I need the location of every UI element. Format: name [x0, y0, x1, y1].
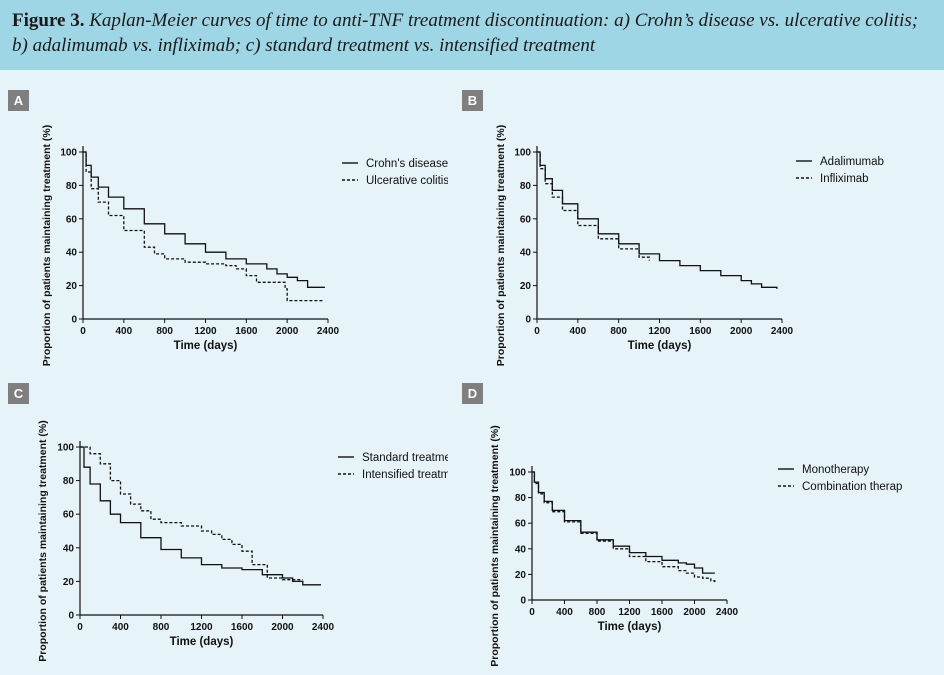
y-tick-label: 40 [66, 248, 78, 259]
y-tick-label: 0 [71, 315, 77, 326]
x-tick-label: 2400 [312, 622, 335, 633]
y-tick-label: 60 [63, 510, 75, 521]
x-tick-label: 1600 [651, 607, 674, 618]
y-tick-label: 80 [520, 181, 532, 192]
x-axis-label: Time (days) [170, 636, 234, 648]
legend-label: Infliximab [820, 173, 869, 185]
x-tick-label: 2400 [317, 326, 340, 337]
y-tick-label: 100 [60, 148, 77, 159]
y-tick-label: 40 [515, 544, 527, 555]
y-tick-label: 100 [509, 468, 526, 479]
x-axis-label: Time (days) [174, 340, 238, 352]
series-line-combination-therapy [532, 471, 716, 583]
y-tick-label: 20 [63, 577, 75, 588]
panel-d: 0 400 800 1200 1600 2000 2400 0 20 40 60 80 100 Time … [462, 383, 902, 673]
x-tick-label: 800 [156, 326, 173, 337]
x-tick-label: 0 [77, 622, 83, 633]
figure-label: Figure 3. [12, 10, 85, 31]
y-tick-label: 80 [66, 181, 78, 192]
x-tick-label: 1600 [689, 326, 712, 337]
x-tick-label: 1200 [618, 607, 641, 618]
y-axis-label: Proportion of patients maintaining treat… [495, 125, 507, 367]
x-tick-label: 2000 [271, 622, 294, 633]
x-tick-label: 2000 [683, 607, 706, 618]
x-tick-label: 0 [534, 326, 540, 337]
chart-b-svg: 0 400 800 1200 1600 2000 2400 0 20 40 60 80 100 Time … [495, 125, 884, 367]
y-tick-label: 80 [515, 493, 527, 504]
y-tick-label: 0 [525, 315, 531, 326]
x-tick-label: 800 [610, 326, 627, 337]
legend-label: Combination therapy [802, 481, 902, 493]
series-line-ulcerative-colitis [83, 151, 323, 302]
figure-caption-text: Kaplan-Meier curves of time to anti-TNF … [12, 10, 919, 56]
panel-badge-b: B [462, 90, 483, 111]
series-line-crohn-s-disease [83, 151, 325, 288]
chart-c-svg: 0 400 800 1200 1600 2000 2400 0 20 40 60 80 100 Time … [37, 420, 448, 662]
x-tick-label: 800 [153, 622, 170, 633]
x-tick-label: 0 [529, 607, 535, 618]
y-tick-label: 100 [514, 148, 531, 159]
panel-b: 0 400 800 1200 1600 2000 2400 0 20 40 60 80 100 Time … [462, 90, 902, 380]
x-tick-label: 1200 [648, 326, 671, 337]
x-tick-label: 1200 [194, 326, 217, 337]
x-tick-label: 400 [569, 326, 586, 337]
series-line-monotherapy [532, 471, 715, 574]
y-tick-label: 0 [68, 611, 74, 622]
y-tick-label: 60 [66, 214, 78, 225]
series-line-intensified-treatment [80, 446, 303, 581]
x-tick-label: 2400 [771, 326, 794, 337]
x-tick-label: 400 [115, 326, 132, 337]
x-tick-label: 2400 [716, 607, 739, 618]
x-axis-label: Time (days) [628, 340, 692, 352]
legend-label: Intensified treatment [362, 469, 448, 481]
series-line-adalimumab [537, 151, 778, 289]
legend-label: Monotherapy [802, 464, 869, 476]
x-tick-label: 1200 [190, 622, 213, 633]
y-tick-label: 20 [515, 570, 527, 581]
x-tick-label: 800 [589, 607, 606, 618]
chart-d-svg: 0 400 800 1200 1600 2000 2400 0 20 40 60 80 100 Time … [489, 425, 902, 667]
x-tick-label: 1600 [231, 622, 254, 633]
x-tick-label: 2000 [276, 326, 299, 337]
panel-badge-c: C [8, 383, 29, 404]
y-tick-label: 0 [520, 596, 526, 607]
x-tick-label: 2000 [730, 326, 753, 337]
y-tick-label: 80 [63, 476, 75, 487]
series-line-standard-treatment [80, 446, 321, 586]
x-tick-label: 400 [112, 622, 129, 633]
panel-badge-a: A [8, 90, 29, 111]
x-tick-label: 1600 [235, 326, 258, 337]
panel-c: 0 400 800 1200 1600 2000 2400 0 20 40 60 80 100 Time … [8, 383, 448, 673]
y-axis-label: Proportion of patients maintaining treat… [37, 420, 49, 662]
y-tick-label: 20 [520, 281, 532, 292]
legend-label: Crohn's disease [366, 158, 448, 170]
y-tick-label: 40 [63, 543, 75, 554]
legend-label: Standard treatment [362, 452, 448, 464]
y-tick-label: 60 [520, 214, 532, 225]
panel-a: 0 400 800 1200 1600 2000 2400 0 20 40 60 80 100 Time … [8, 90, 448, 380]
y-tick-label: 100 [57, 443, 74, 454]
x-tick-label: 0 [80, 326, 86, 337]
x-tick-label: 400 [556, 607, 573, 618]
y-axis-label: Proportion of patients maintaining treat… [489, 425, 501, 667]
chart-a-svg: 0 400 800 1200 1600 2000 2400 0 20 40 60 80 100 Time … [41, 125, 448, 367]
y-tick-label: 20 [66, 281, 78, 292]
legend-label: Ulcerative colitis [366, 175, 448, 187]
y-tick-label: 40 [520, 248, 532, 259]
legend-label: Adalimumab [820, 156, 884, 168]
y-tick-label: 60 [515, 519, 527, 530]
figure-caption: Figure 3. Kaplan-Meier curves of time to… [0, 0, 944, 70]
panel-badge-d: D [462, 383, 483, 404]
x-axis-label: Time (days) [598, 621, 662, 633]
y-axis-label: Proportion of patients maintaining treat… [41, 125, 53, 367]
